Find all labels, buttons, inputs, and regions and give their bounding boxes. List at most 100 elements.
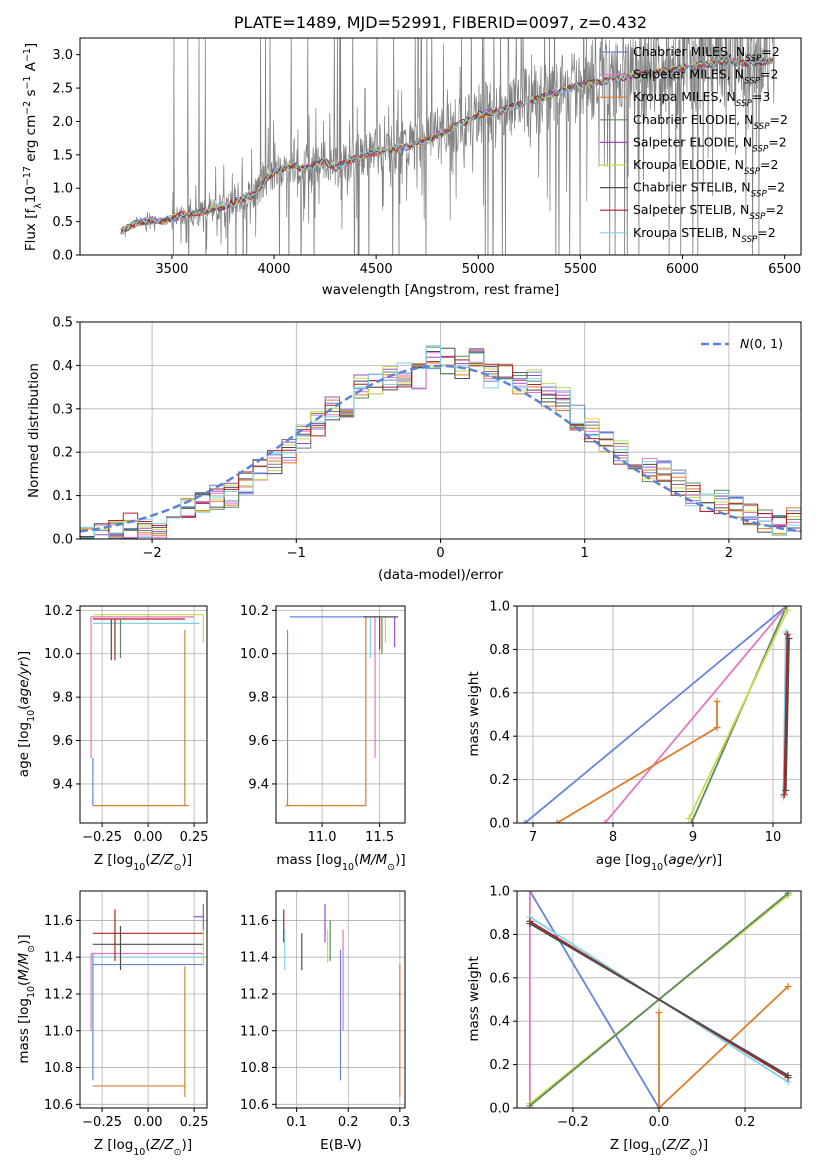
y-tick-label: 0.0 bbox=[489, 1102, 510, 1117]
x-tick-label: 6500 bbox=[768, 262, 801, 277]
y-tick-label: 11.6 bbox=[44, 914, 73, 929]
series-marker-chabrier_stelib bbox=[526, 920, 534, 928]
mass_vs_Z-frame: −0.25 0.00 0.25 10.6 10.8 11.0 11.2 11.4 11.6 bbox=[44, 890, 209, 1130]
series-marker-chabrier_stelib bbox=[782, 786, 790, 794]
x-tick-label: 1 bbox=[581, 546, 589, 561]
y-tick-label: 0.4 bbox=[489, 730, 510, 745]
spectrum-frame: 3500 4000 4500 5000 5500 6000 6500 0.0 0.5 1.0 1.5… bbox=[52, 37, 802, 277]
spectrum-data-line bbox=[120, 38, 775, 255]
x-tick-label: 0.25 bbox=[180, 830, 209, 845]
age_vs_Z-axes bbox=[80, 606, 207, 823]
y-tick-label: 2.0 bbox=[52, 115, 73, 130]
y-tick-label: 11.6 bbox=[240, 914, 269, 929]
x-tick-label: 0 bbox=[436, 546, 444, 561]
y-tick-label: 9.8 bbox=[248, 691, 269, 706]
x-tick-label: −1 bbox=[287, 546, 306, 561]
axes-frame bbox=[275, 605, 406, 824]
series-marker-kroupa_miles bbox=[553, 819, 561, 823]
series-line-chabrier_miles bbox=[524, 606, 788, 823]
x-tick-label: 0.2 bbox=[338, 1115, 359, 1130]
massweight_vs_age-plot-area bbox=[521, 606, 793, 823]
mass_vs_ebv-frame: 0.1 0.2 0.3 10.6 10.8 11.0 11.2 11.4 11.6 bbox=[240, 890, 410, 1130]
y-tick-label: 0.0 bbox=[52, 533, 73, 548]
x-tick-label: 0.00 bbox=[134, 830, 163, 845]
x-tick-label: 0.2 bbox=[735, 1115, 756, 1130]
x-axis-label: age [log10(age/yr)] bbox=[596, 852, 722, 873]
x-tick-label: 7 bbox=[529, 830, 537, 845]
y-tick-label: 0.8 bbox=[489, 928, 510, 943]
axes-frame bbox=[275, 890, 406, 1109]
age_vs_mass-frame: 11.0 11.5 9.4 9.6 9.8 10.0 10.2 bbox=[240, 604, 406, 845]
x-tick-label: 5500 bbox=[564, 262, 597, 277]
x-axis-label: Z [log10(Z/Z⊙)] bbox=[610, 1137, 708, 1158]
y-tick-label: 0.2 bbox=[489, 1058, 510, 1073]
axes-frame bbox=[79, 890, 208, 1109]
y-tick-label: 1.0 bbox=[489, 885, 510, 900]
legend-label-kroupa_stelib: Kroupa STELIB, NSSP=2 bbox=[633, 225, 776, 245]
y-tick-label: 10.8 bbox=[240, 1061, 269, 1076]
y-tick-label: 1.0 bbox=[489, 600, 510, 615]
series-line-kroupa_elodie bbox=[688, 609, 789, 820]
x-tick-label: 9 bbox=[689, 830, 697, 845]
series-marker-chabrier_elodie bbox=[526, 1102, 534, 1108]
x-tick-label: 0.25 bbox=[180, 1115, 209, 1130]
y-axis-label: mass weight bbox=[466, 956, 482, 1041]
y-tick-label: 0.0 bbox=[489, 817, 510, 832]
y-tick-label: 9.8 bbox=[52, 691, 73, 706]
y-tick-label: 3.0 bbox=[52, 48, 73, 63]
series-marker-chabrier_stelib bbox=[785, 635, 793, 643]
x-tick-label: 10 bbox=[765, 830, 782, 845]
x-tick-label: 11.0 bbox=[308, 830, 337, 845]
legend-label-chabrier_stelib: Chabrier STELIB, NSSP=2 bbox=[633, 180, 785, 200]
series-line-chabrier_stelib bbox=[784, 638, 790, 791]
y-tick-label: 11.2 bbox=[240, 987, 269, 1002]
series-marker-chabrier_elodie bbox=[687, 819, 695, 823]
series-marker-chabrier_elodie bbox=[784, 891, 792, 897]
series-line-salpeter_stelib bbox=[783, 634, 789, 795]
y-tick-label: 10.0 bbox=[44, 647, 73, 662]
series-marker-chabrier_miles bbox=[521, 819, 529, 823]
chart-title: PLATE=1489, MJD=52991, FIBERID=0097, z=0… bbox=[234, 13, 647, 32]
y-tick-label: 10.6 bbox=[44, 1098, 73, 1113]
y-axis-label: Flux [fλ10−17 erg cm−2 s−1 A−1] bbox=[22, 43, 44, 251]
series-line-kroupa_miles bbox=[658, 985, 789, 1108]
y-tick-label: 0.4 bbox=[52, 359, 73, 374]
legend: Chabrier MILES, NSSP=2 Salpeter MILES, NS… bbox=[600, 44, 788, 245]
legend-label-salpeter_elodie: Salpeter ELODIE, NSSP=2 bbox=[633, 134, 787, 154]
y-tick-label: 0.5 bbox=[52, 215, 73, 230]
x-axis-label: Z [log10(Z/Z⊙)] bbox=[94, 1137, 192, 1158]
x-tick-label: −0.25 bbox=[82, 1115, 122, 1130]
x-axis-label: (data-model)/error bbox=[378, 567, 504, 583]
x-tick-label: 2 bbox=[725, 546, 733, 561]
x-tick-label: 0.3 bbox=[389, 1115, 410, 1130]
y-axis-label: Normed distribution bbox=[26, 363, 42, 498]
y-tick-label: 2.5 bbox=[52, 82, 73, 97]
residuals-plot-area bbox=[80, 345, 801, 539]
x-axis-label: mass [log10(M/M⊙)] bbox=[276, 852, 405, 873]
x-tick-label: 0.1 bbox=[286, 1115, 307, 1130]
legend-label-chabrier_elodie: Chabrier ELODIE, NSSP=2 bbox=[633, 112, 788, 132]
series-marker-kroupa_elodie bbox=[783, 606, 791, 614]
y-tick-label: 9.4 bbox=[52, 777, 73, 792]
y-tick-label: 11.4 bbox=[240, 951, 269, 966]
y-tick-label: 0.6 bbox=[489, 686, 510, 701]
x-tick-label: 0.00 bbox=[134, 1115, 163, 1130]
x-tick-label: 4000 bbox=[257, 262, 290, 277]
y-tick-label: 11.2 bbox=[44, 987, 73, 1002]
mass_vs_Z-plot-area bbox=[90, 903, 204, 1097]
spectrum-plot-area bbox=[120, 38, 775, 255]
axes-frame bbox=[516, 605, 802, 824]
histogram-kroupa_stelib bbox=[80, 345, 801, 539]
series-line-kroupa_stelib bbox=[782, 632, 787, 797]
legend-label-salpeter_miles: Salpeter MILES, NSSP=2 bbox=[633, 67, 778, 87]
y-axis-label: mass weight bbox=[466, 671, 482, 756]
y-tick-label: 10.2 bbox=[44, 604, 73, 619]
model-line-kroupa_stelib bbox=[120, 56, 773, 234]
series-line-chabrier_miles bbox=[529, 891, 660, 1108]
x-tick-label: 6000 bbox=[666, 262, 699, 277]
y-tick-label: 11.0 bbox=[240, 1024, 269, 1039]
x-tick-label: −2 bbox=[143, 546, 162, 561]
y-tick-label: 0.2 bbox=[489, 773, 510, 788]
x-tick-label: 3500 bbox=[155, 262, 188, 277]
y-tick-label: 0.4 bbox=[489, 1015, 510, 1030]
